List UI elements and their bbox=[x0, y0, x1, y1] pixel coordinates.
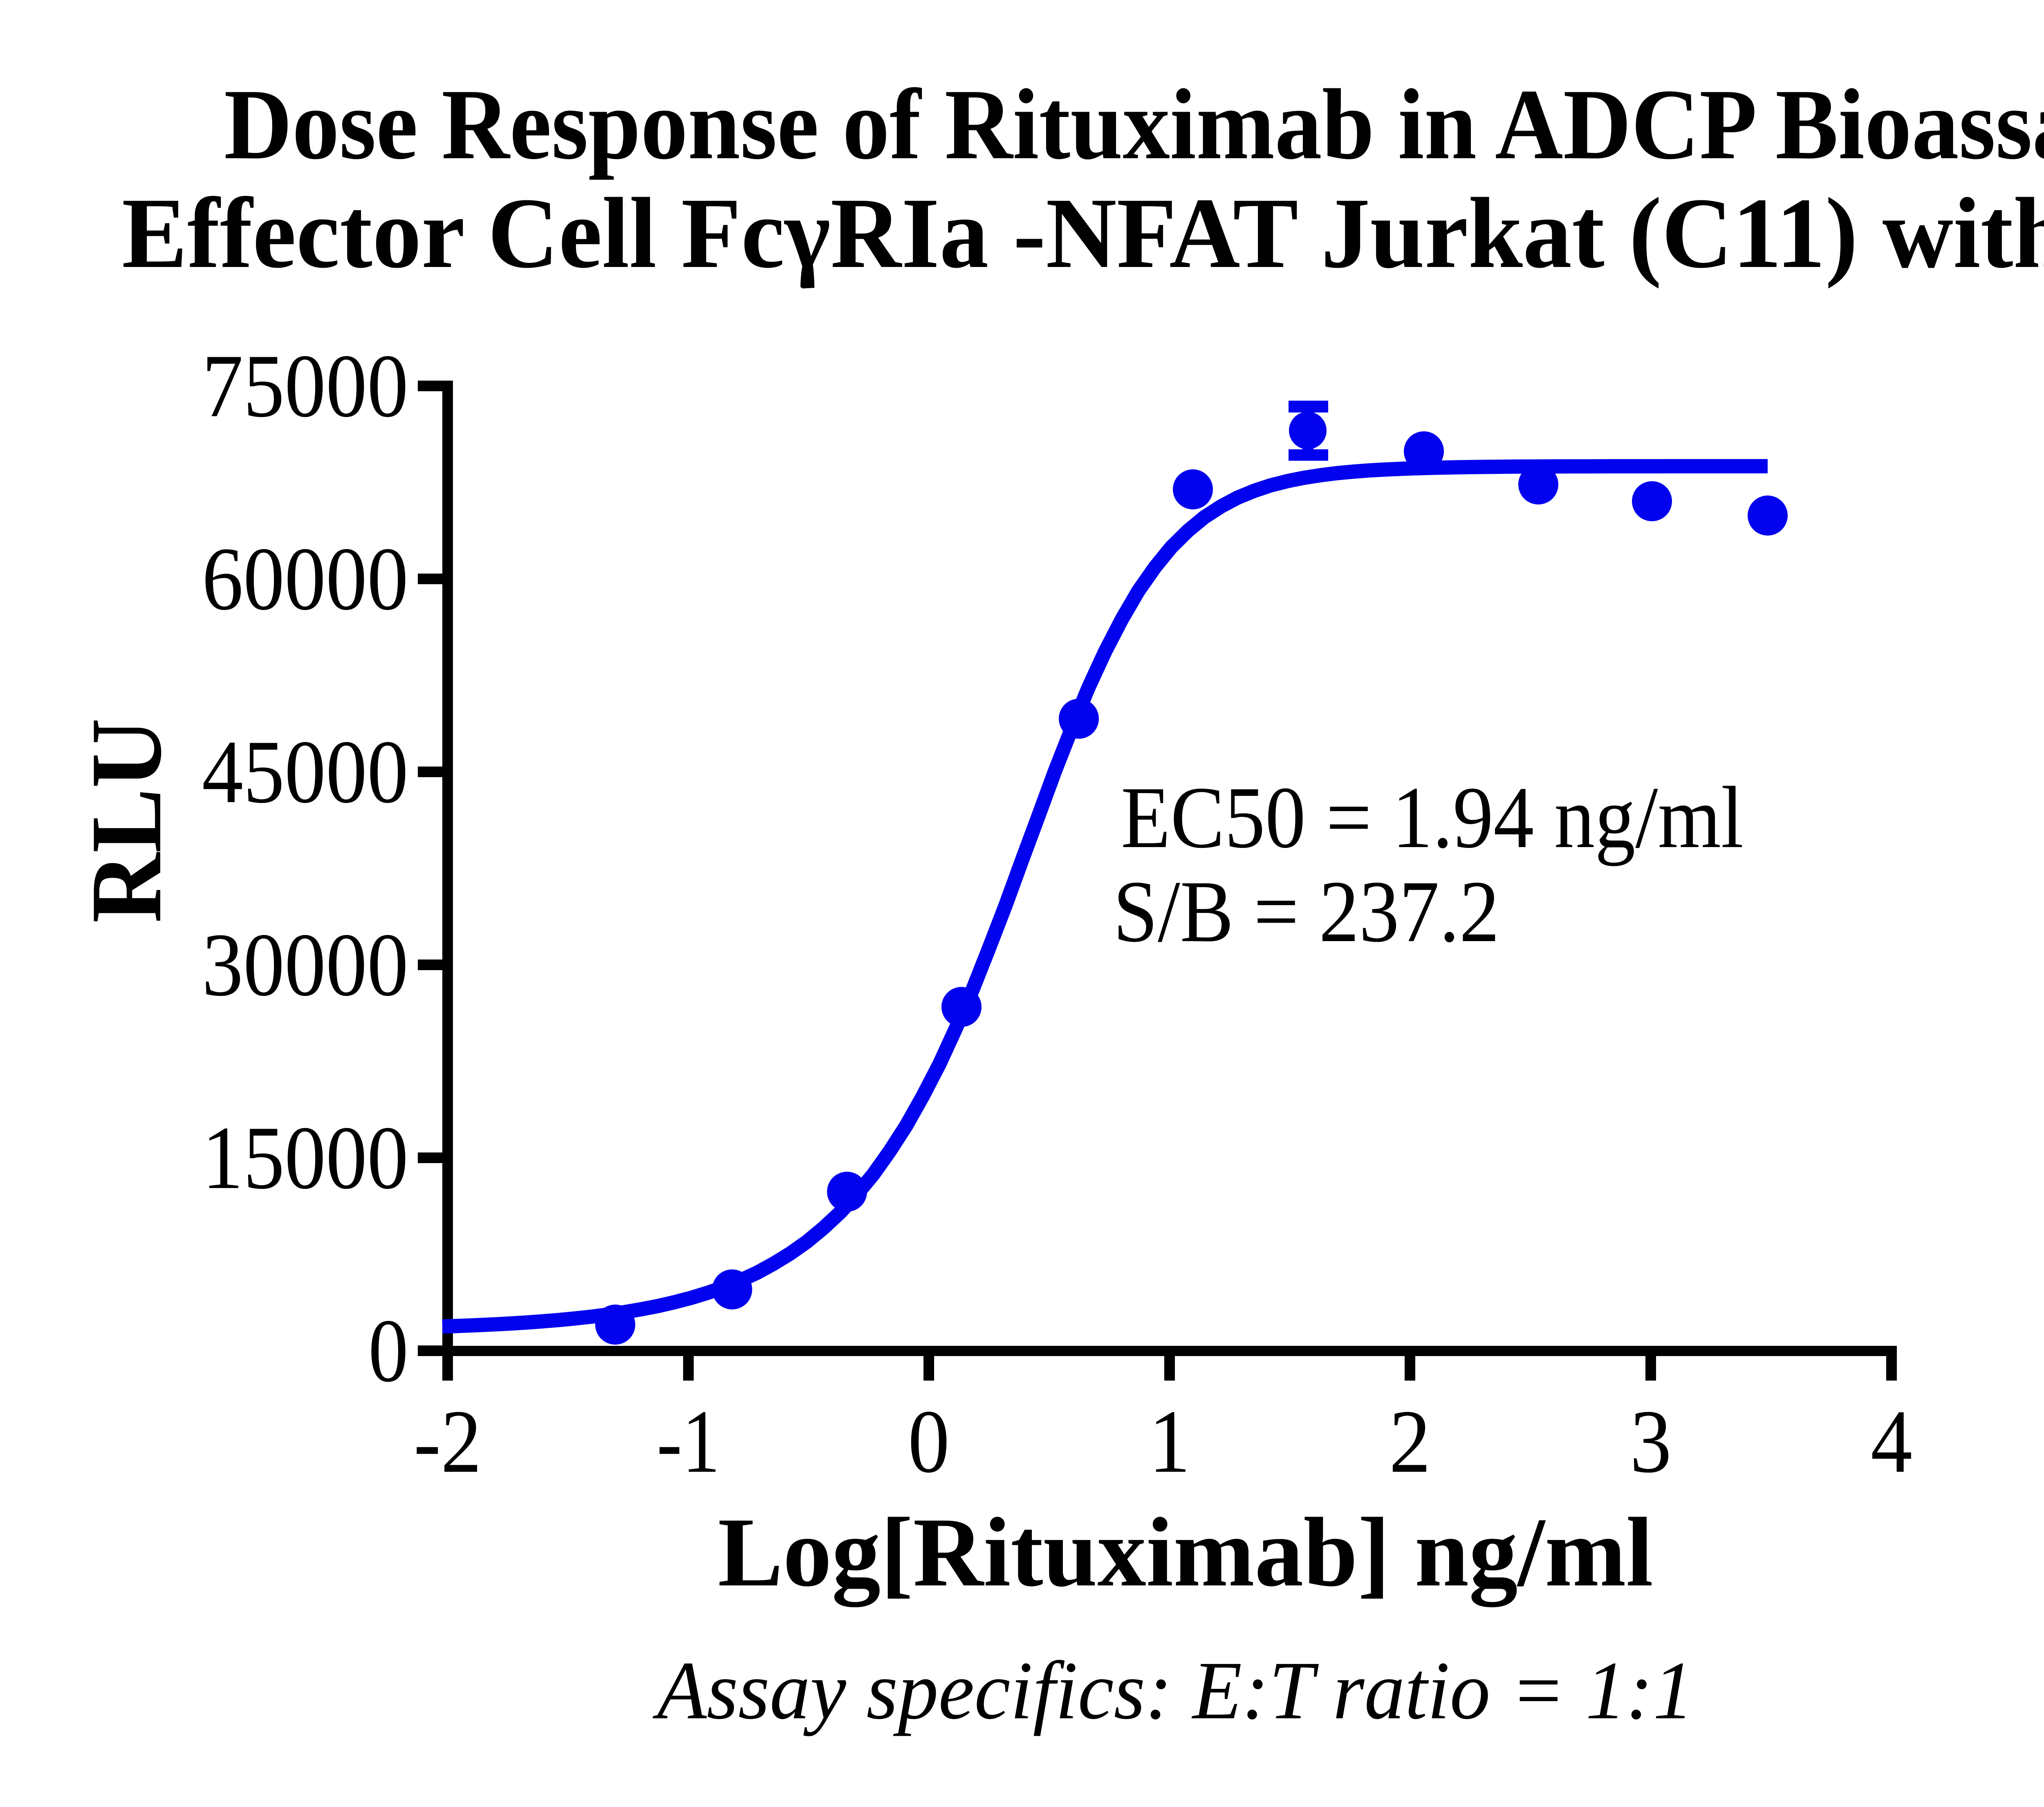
svg-text:4: 4 bbox=[1871, 1391, 1912, 1491]
svg-text:EC50 = 1.94 ng/ml: EC50 = 1.94 ng/ml bbox=[1121, 769, 1744, 866]
svg-text:Dose Response of Rituximab in: Dose Response of Rituximab in ADCP Bioas… bbox=[224, 69, 2044, 180]
svg-text:Assay specifics: E:T ratio = 1: Assay specifics: E:T ratio = 1:1 bbox=[652, 1644, 1694, 1736]
svg-text:RLU: RLU bbox=[70, 718, 182, 923]
svg-text:15000: 15000 bbox=[202, 1108, 408, 1208]
svg-text:Effector Cell FcγRIa -NFAT Jur: Effector Cell FcγRIa -NFAT Jurkat (C11) … bbox=[122, 177, 2044, 289]
svg-text:60000: 60000 bbox=[202, 529, 408, 629]
svg-text:3: 3 bbox=[1630, 1391, 1672, 1491]
svg-text:1: 1 bbox=[1149, 1391, 1190, 1491]
svg-text:2: 2 bbox=[1389, 1391, 1431, 1491]
svg-text:45000: 45000 bbox=[202, 722, 408, 822]
svg-text:0: 0 bbox=[908, 1391, 950, 1491]
svg-text:-1: -1 bbox=[657, 1391, 720, 1491]
svg-text:-2: -2 bbox=[414, 1391, 482, 1491]
svg-text:0: 0 bbox=[368, 1300, 408, 1401]
svg-text:Log[Rituximab] ng/ml: Log[Rituximab] ng/ml bbox=[718, 1498, 1653, 1607]
svg-text:30000: 30000 bbox=[202, 915, 408, 1015]
svg-text:S/B = 237.2: S/B = 237.2 bbox=[1113, 863, 1499, 960]
svg-text:75000: 75000 bbox=[202, 336, 408, 436]
